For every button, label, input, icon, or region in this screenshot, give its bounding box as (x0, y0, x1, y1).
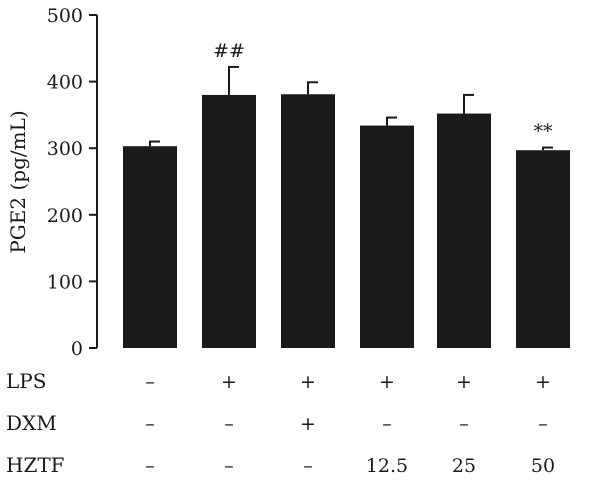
y-tick-label: 100 (47, 271, 83, 293)
bar (123, 146, 177, 348)
y-tick-label: 300 (47, 138, 83, 160)
y-tick-label: 500 (47, 5, 83, 27)
condition-table: LPS – + + + + + DXM – – + – – – HZTF – – – 12.5 25 50 (6, 369, 555, 477)
condition-value: – (382, 413, 392, 435)
condition-value: – (145, 455, 155, 477)
condition-value: 50 (531, 455, 555, 477)
condition-value: + (221, 371, 237, 393)
condition-value: + (456, 371, 472, 393)
condition-value: + (300, 413, 316, 435)
condition-value: 12.5 (366, 455, 408, 477)
bar (281, 94, 335, 348)
condition-value: 25 (452, 455, 476, 477)
condition-value: – (145, 371, 155, 393)
y-tick-label: 0 (71, 338, 83, 360)
bar (360, 125, 414, 348)
y-axis: 0 100 200 300 400 500 (47, 5, 98, 360)
condition-value: – (145, 413, 155, 435)
significance-label: ** (534, 121, 554, 143)
y-tick-label: 400 (47, 72, 83, 94)
condition-label: DXM (6, 411, 57, 435)
condition-value: – (303, 455, 313, 477)
condition-value: – (224, 413, 234, 435)
condition-value: + (300, 371, 316, 393)
condition-label: HZTF (6, 453, 65, 477)
condition-label: LPS (6, 369, 46, 393)
significance-label: ## (213, 40, 245, 62)
condition-value: – (224, 455, 234, 477)
condition-value: – (538, 413, 548, 435)
bars: ## ** (123, 40, 570, 349)
condition-value: – (459, 413, 469, 435)
y-tick-label: 200 (47, 205, 83, 227)
bar (202, 94, 256, 348)
bar (516, 150, 570, 348)
condition-value: + (535, 371, 551, 393)
condition-value: + (379, 371, 395, 393)
y-axis-label: PGE2 (pg/mL) (6, 110, 30, 253)
bar (437, 113, 491, 349)
